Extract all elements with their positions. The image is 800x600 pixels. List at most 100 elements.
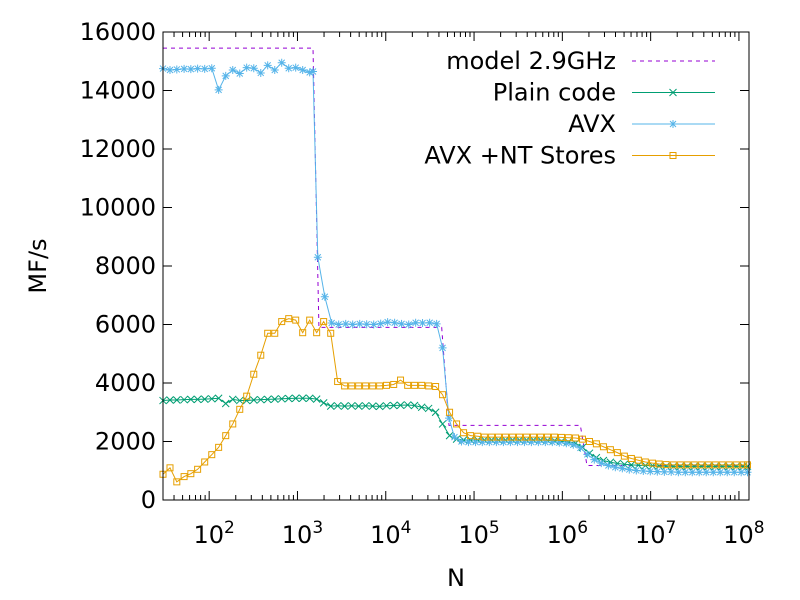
data-point — [711, 461, 719, 469]
legend: model 2.9GHz Plain code AVX AVX +NT Stores — [424, 47, 715, 170]
y-tick-label: 10000 — [80, 194, 156, 222]
legend-label: AVX +NT Stores — [424, 142, 616, 170]
x-tick-label: 106 — [547, 518, 588, 549]
data-point — [397, 319, 406, 328]
data-point — [186, 65, 195, 74]
data-point — [334, 378, 342, 386]
data-point — [383, 381, 391, 389]
data-point — [396, 401, 405, 410]
data-point — [585, 438, 593, 445]
data-point — [309, 67, 318, 76]
data-point — [250, 370, 258, 378]
series-line — [162, 318, 748, 483]
x-tick-label: 103 — [282, 518, 323, 549]
data-point — [534, 438, 543, 447]
data-point — [271, 329, 279, 337]
data-point — [732, 461, 740, 469]
data-point — [390, 380, 398, 388]
data-point — [193, 395, 202, 404]
data-point — [499, 438, 508, 447]
data-point — [669, 152, 677, 159]
axes-ticks — [162, 31, 749, 501]
data-point — [460, 429, 468, 437]
data-point — [369, 382, 377, 390]
data-point — [690, 461, 698, 469]
data-point — [397, 376, 405, 384]
data-point — [312, 395, 321, 403]
data-point — [270, 66, 279, 75]
data-point — [403, 401, 412, 409]
data-point — [418, 319, 427, 328]
data-point — [590, 455, 599, 464]
data-point — [445, 431, 454, 440]
data-point — [743, 461, 751, 469]
data-point — [467, 432, 475, 440]
x-tick-label: 107 — [635, 518, 676, 549]
data-point — [298, 394, 307, 403]
data-point — [743, 468, 752, 477]
data-point — [662, 462, 671, 470]
data-point — [404, 381, 412, 389]
data-point — [464, 438, 473, 447]
data-point — [348, 320, 357, 329]
data-point — [417, 403, 426, 412]
data-point — [662, 461, 670, 469]
series-group — [159, 47, 752, 486]
y-axis-label: MF/s — [24, 238, 52, 293]
data-point — [704, 461, 712, 469]
data-point — [725, 461, 733, 469]
data-point — [369, 320, 378, 329]
data-point — [494, 433, 502, 441]
data-point — [341, 382, 349, 390]
data-point — [730, 468, 739, 477]
data-point — [376, 382, 384, 390]
data-point — [200, 395, 209, 403]
data-point — [509, 433, 517, 441]
data-point — [627, 454, 635, 462]
data-point — [214, 85, 223, 94]
data-point — [284, 394, 293, 403]
data-point — [576, 443, 585, 452]
data-point — [180, 64, 189, 73]
data-point — [501, 433, 509, 441]
data-point — [709, 468, 718, 477]
data-point — [375, 402, 384, 411]
data-point — [285, 315, 293, 323]
data-point — [313, 253, 322, 262]
series-2 — [159, 58, 752, 477]
y-tick-label: 8000 — [95, 252, 156, 280]
data-point — [215, 443, 223, 451]
data-point — [557, 433, 565, 441]
data-point — [676, 461, 684, 469]
data-point — [683, 461, 691, 469]
data-point — [453, 420, 461, 428]
data-point — [284, 64, 293, 73]
legend-label: Plain code — [493, 79, 616, 107]
data-point — [425, 382, 433, 390]
data-point — [166, 396, 174, 404]
data-point — [537, 433, 545, 441]
data-point — [362, 320, 371, 329]
y-tick-label: 6000 — [95, 311, 156, 339]
data-point — [669, 120, 677, 128]
data-point — [513, 438, 522, 447]
data-point — [327, 319, 336, 328]
data-point — [578, 435, 586, 443]
data-point — [681, 468, 690, 477]
data-point — [390, 318, 399, 327]
data-point — [208, 451, 216, 459]
legend-label: model 2.9GHz — [446, 47, 616, 75]
data-point — [354, 402, 363, 410]
data-point — [222, 432, 230, 440]
data-point — [669, 88, 677, 97]
data-point — [298, 66, 307, 75]
x-tick-label: 104 — [370, 518, 411, 549]
data-point — [618, 464, 627, 473]
data-point — [249, 396, 258, 404]
series-3 — [159, 315, 751, 486]
series-line — [162, 397, 748, 467]
data-point — [425, 318, 434, 327]
data-point — [242, 63, 251, 72]
data-point — [263, 61, 272, 70]
